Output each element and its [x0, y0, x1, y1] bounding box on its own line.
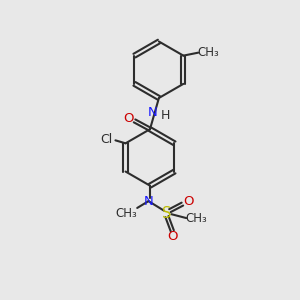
Text: O: O	[123, 112, 134, 125]
Text: H: H	[161, 110, 170, 122]
Text: CH₃: CH₃	[198, 46, 220, 59]
Text: Cl: Cl	[100, 133, 112, 146]
Text: N: N	[148, 106, 157, 118]
Text: O: O	[183, 195, 194, 208]
Text: CH₃: CH₃	[186, 212, 208, 225]
Text: CH₃: CH₃	[115, 207, 137, 220]
Text: S: S	[162, 206, 172, 221]
Text: N: N	[144, 195, 153, 208]
Text: O: O	[167, 230, 178, 243]
